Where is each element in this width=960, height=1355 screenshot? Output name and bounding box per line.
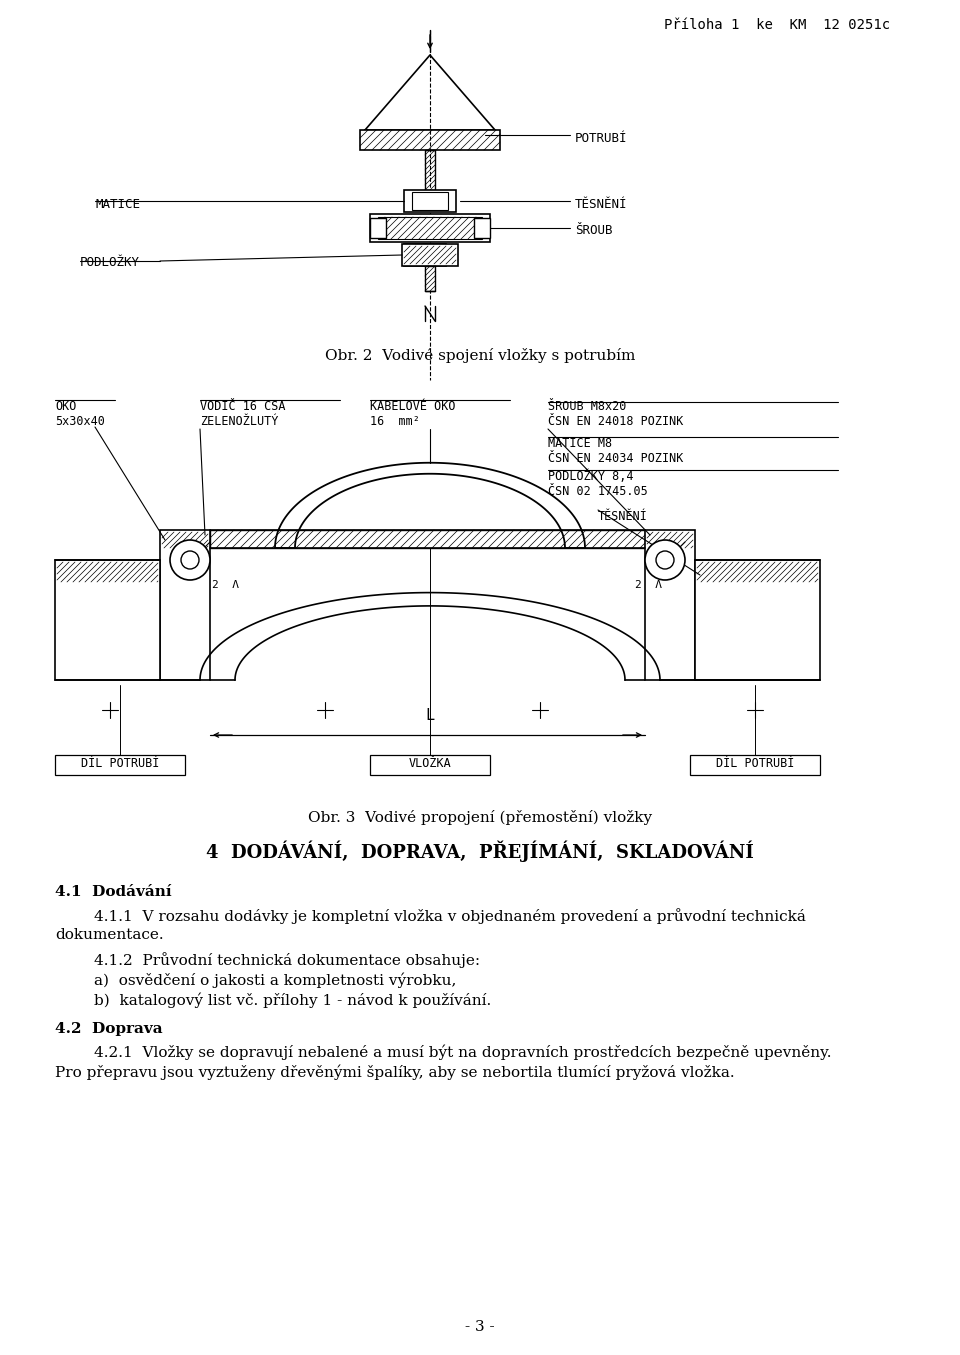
Bar (695, 560, 820, 680)
Text: Pro přepravu jsou vyztuženy dřevěnými špalíky, aby se nebortila tlumící pryžová : Pro přepravu jsou vyztuženy dřevěnými šp… (55, 1065, 734, 1080)
Text: dokumentace.: dokumentace. (55, 928, 163, 942)
Bar (210, 530, 645, 547)
Text: TĚSNĚNÍ: TĚSNĚNÍ (598, 509, 648, 523)
Text: ČSN EN 24034 POZINK: ČSN EN 24034 POZINK (548, 453, 684, 465)
Text: OKO: OKO (55, 400, 77, 413)
Bar (370, 214, 490, 243)
Bar (412, 192, 448, 210)
Text: ZELENOŽLUTÝ: ZELENOŽLUTÝ (200, 415, 278, 428)
Text: L: L (425, 709, 435, 724)
Text: VODIČ 16 CSA: VODIČ 16 CSA (200, 400, 285, 413)
Text: ČSN 02 1745.05: ČSN 02 1745.05 (548, 485, 648, 499)
Text: 4.1.1  V rozsahu dodávky je kompletní vložka v objednaném provedení a průvodní t: 4.1.1 V rozsahu dodávky je kompletní vlo… (55, 908, 805, 924)
Text: POTRUBÍ: POTRUBÍ (575, 131, 628, 145)
Text: VLOŽKA: VLOŽKA (409, 757, 451, 770)
Bar (360, 130, 500, 150)
Text: 2  Λ: 2 Λ (212, 580, 239, 589)
Bar (370, 218, 386, 238)
Circle shape (645, 541, 685, 580)
Text: ČSN EN 24018 POZINK: ČSN EN 24018 POZINK (548, 415, 684, 428)
Bar (425, 150, 435, 190)
Text: PODLOŽKY 8,4: PODLOŽKY 8,4 (548, 470, 634, 484)
Text: 5x30x40: 5x30x40 (55, 415, 105, 428)
Text: 4.1.2  Průvodní technická dokumentace obsahuje:: 4.1.2 Průvodní technická dokumentace obs… (55, 953, 480, 967)
Bar (690, 755, 820, 775)
Circle shape (170, 541, 210, 580)
Text: Obr. 3  Vodivé propojení (přemostění) vložky: Obr. 3 Vodivé propojení (přemostění) vlo… (308, 810, 652, 825)
Bar (404, 190, 456, 211)
Text: ŠROUB M8x20: ŠROUB M8x20 (548, 400, 626, 413)
Bar (378, 217, 482, 238)
Text: KABELOVÉ OKO: KABELOVÉ OKO (370, 400, 455, 413)
Text: 4  DODÁVÁNÍ,  DOPRAVA,  PŘEJÍMÁNÍ,  SKLADOVÁNÍ: 4 DODÁVÁNÍ, DOPRAVA, PŘEJÍMÁNÍ, SKLADOVÁ… (206, 840, 754, 862)
Circle shape (181, 551, 199, 569)
Bar (474, 218, 490, 238)
Text: 4.2.1  Vložky se dopravují nebalené a musí být na dopravních prostředcích bezpeč: 4.2.1 Vložky se dopravují nebalené a mus… (55, 1045, 831, 1061)
Text: - 3 -: - 3 - (466, 1320, 494, 1335)
Bar (55, 560, 160, 680)
Text: MATICE: MATICE (95, 198, 140, 210)
Bar (55, 755, 185, 775)
Text: TĚSNĚNÍ: TĚSNĚNÍ (575, 198, 628, 210)
Text: PODLOŽKY: PODLOŽKY (80, 256, 140, 270)
Bar (424, 244, 446, 266)
Polygon shape (685, 542, 695, 550)
Bar (425, 266, 435, 291)
Bar (404, 244, 426, 266)
Text: Obr. 2  Vodivé spojení vložky s potrubím: Obr. 2 Vodivé spojení vložky s potrubím (324, 348, 636, 363)
Bar (370, 755, 490, 775)
Bar (645, 530, 695, 680)
Bar (160, 530, 210, 680)
Text: Příloha 1  ke  KM  12 0251c: Příloha 1 ke KM 12 0251c (664, 18, 890, 33)
Text: 16  mm²: 16 mm² (370, 415, 420, 428)
Text: ŠROUB: ŠROUB (575, 225, 612, 237)
Bar (402, 244, 458, 266)
Text: 2  Λ: 2 Λ (635, 580, 662, 589)
Text: 4.1  Dodávání: 4.1 Dodávání (55, 885, 172, 898)
Text: 4.2  Doprava: 4.2 Doprava (55, 1022, 162, 1037)
Circle shape (656, 551, 674, 569)
Polygon shape (210, 542, 220, 550)
Text: DÍL POTRUBÍ: DÍL POTRUBÍ (716, 757, 794, 770)
Text: DÍL POTRUBÍ: DÍL POTRUBÍ (81, 757, 159, 770)
Text: a)  osvědčení o jakosti a kompletnosti výrobku,: a) osvědčení o jakosti a kompletnosti vý… (55, 972, 456, 988)
Text: b)  katalogový list vč. přílohy 1 - návod k používání.: b) katalogový list vč. přílohy 1 - návod… (55, 992, 492, 1008)
Text: MATICE M8: MATICE M8 (548, 438, 612, 450)
